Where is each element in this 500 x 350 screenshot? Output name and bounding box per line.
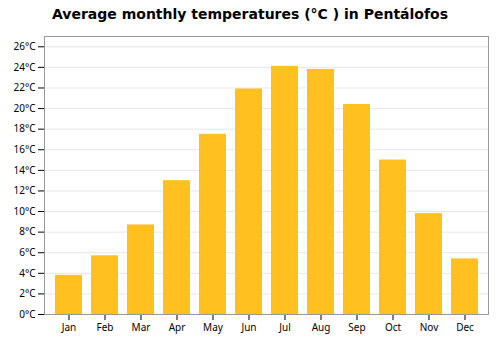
svg-text:24°C: 24°C — [13, 60, 36, 74]
svg-text:Dec: Dec — [456, 320, 474, 334]
svg-text:20°C: 20°C — [13, 101, 36, 115]
svg-text:Mar: Mar — [132, 320, 151, 334]
svg-text:2°C: 2°C — [19, 286, 36, 300]
svg-text:Aug: Aug — [312, 320, 331, 334]
svg-text:14°C: 14°C — [13, 163, 36, 177]
svg-text:18°C: 18°C — [13, 121, 36, 135]
svg-text:0°C: 0°C — [19, 307, 36, 321]
svg-text:Apr: Apr — [169, 320, 186, 334]
svg-text:26°C: 26°C — [13, 39, 36, 53]
svg-text:Feb: Feb — [97, 320, 114, 334]
svg-text:6°C: 6°C — [19, 245, 36, 259]
svg-text:Jan: Jan — [61, 320, 77, 334]
svg-text:Sep: Sep — [348, 320, 365, 334]
svg-text:12°C: 12°C — [13, 183, 36, 197]
svg-text:8°C: 8°C — [19, 224, 36, 238]
svg-text:4°C: 4°C — [19, 266, 36, 280]
html-text:Average monthly temperatures (: Average monthly temperatures (°C ) in Pe… — [52, 6, 448, 22]
svg-text:Oct: Oct — [385, 320, 402, 334]
svg-text:Jun: Jun — [240, 320, 256, 334]
svg-text:May: May — [203, 320, 224, 334]
svg-text:Jul: Jul — [278, 320, 291, 334]
svg-text:Nov: Nov — [420, 320, 439, 334]
svg-text:22°C: 22°C — [13, 80, 36, 94]
svg-text:10°C: 10°C — [13, 204, 36, 218]
svg-text:16°C: 16°C — [13, 142, 36, 156]
